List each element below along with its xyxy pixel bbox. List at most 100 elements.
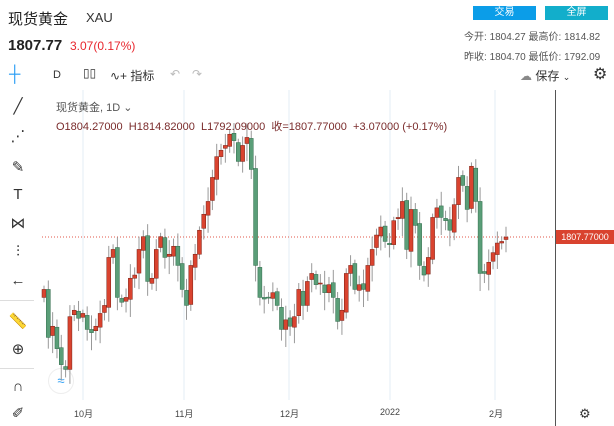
ruler-icon[interactable]: 📏 — [8, 313, 28, 330]
candle-body — [231, 133, 237, 141]
candle-body — [413, 209, 418, 226]
candle-body — [361, 283, 366, 290]
redo-icon[interactable]: ↷ — [192, 67, 203, 81]
candle-body — [486, 261, 491, 275]
candle-body — [300, 291, 306, 306]
candle-body — [279, 307, 284, 330]
candle-body — [495, 242, 500, 255]
candle-body — [266, 296, 271, 299]
high-value: 1814.82 — [564, 32, 601, 43]
candle-body — [477, 201, 483, 274]
candle-body — [499, 241, 504, 244]
divider — [0, 368, 34, 369]
crosshair-icon[interactable]: ┼ — [9, 66, 21, 83]
brush-icon[interactable]: ✎ — [11, 159, 25, 176]
candle-body — [54, 326, 60, 349]
text-icon[interactable]: T — [13, 186, 23, 203]
high-label: 最高价: — [528, 32, 562, 43]
candle-body — [249, 138, 254, 170]
indicators-icon: ∿+ — [110, 69, 128, 83]
candle-body — [490, 252, 496, 262]
open-readout: O1804.27000 — [56, 121, 123, 133]
save-button[interactable]: ☁ 保存 ⌄ — [520, 67, 570, 84]
prev-close-value: 1804.70 — [489, 52, 526, 63]
candle-body — [438, 205, 444, 218]
candle-body — [240, 145, 245, 162]
time-tick: 12月 — [280, 409, 300, 419]
candle-body — [201, 213, 207, 229]
interval-chevron-icon[interactable]: ⌄ — [123, 102, 133, 114]
fullscreen-button[interactable]: 全屏 — [545, 6, 608, 20]
candle-body — [469, 165, 474, 209]
candle-body — [356, 284, 362, 291]
trade-button[interactable]: 交易 — [473, 6, 536, 20]
candle-body — [192, 253, 198, 268]
fib-icon[interactable]: ⋰ — [10, 128, 26, 145]
undo-icon[interactable]: ↶ — [170, 67, 181, 81]
candle-body — [179, 263, 185, 290]
candle-body — [283, 319, 289, 330]
candle-body — [456, 177, 461, 205]
candle-body — [115, 247, 120, 298]
candle-body — [382, 225, 388, 242]
candle-body — [335, 298, 340, 322]
indicators-button[interactable]: ∿+ 指标 — [110, 67, 154, 84]
interval-button[interactable]: D — [53, 69, 61, 81]
measure-icon[interactable]: ⫶ — [16, 243, 20, 260]
candle-body — [395, 217, 401, 219]
last-price: 1807.77 — [8, 37, 63, 54]
candle-body — [132, 274, 137, 279]
candle-body — [227, 133, 232, 147]
candle-body — [326, 284, 332, 293]
lock-drawing-icon[interactable]: ✐ — [11, 405, 25, 422]
arrow-left-icon[interactable]: ← — [10, 272, 26, 289]
pattern-icon[interactable]: ⋈ — [10, 215, 26, 232]
low-label: 最低价: — [528, 52, 562, 63]
candle-body — [270, 292, 276, 299]
candle-body — [348, 265, 353, 274]
candle-body — [430, 217, 435, 260]
chart-legend-title: 现货黄金, 1D ⌄ — [56, 99, 132, 115]
candle-body — [149, 277, 155, 284]
low-value: 1792.09 — [564, 52, 601, 63]
candle-body — [421, 266, 427, 276]
high-readout: H1814.82000 — [128, 121, 195, 133]
candle-body — [309, 273, 314, 280]
instrument-title: 现货黄金 — [8, 11, 69, 28]
candle-body — [46, 289, 51, 338]
magnet-icon[interactable]: ∩ — [12, 378, 24, 395]
settings-icon[interactable]: ⚙ — [593, 66, 608, 83]
candle-body — [236, 142, 241, 162]
candle-body — [84, 315, 90, 330]
candle-body — [50, 325, 55, 336]
candle-body — [464, 186, 470, 210]
close-readout: 收=1807.77000 — [271, 121, 347, 133]
current-price-label: 1807.77000 — [556, 230, 614, 244]
low-readout: L1792.09000 — [200, 121, 266, 133]
candle-body — [214, 156, 219, 180]
candle-type-icon[interactable]: ▯▯ — [83, 66, 97, 80]
candle-body — [210, 177, 215, 201]
candle-body — [102, 305, 107, 313]
candle-body — [218, 149, 224, 157]
axis-settings-icon[interactable]: ⚙ — [579, 406, 591, 421]
candle-body — [119, 298, 124, 303]
trend-line-icon[interactable]: ╱ — [13, 98, 23, 115]
candle-body — [76, 310, 81, 319]
candle-body — [257, 267, 263, 298]
candle-body — [343, 273, 349, 313]
price-change: 3.07(0.17%) — [70, 39, 136, 53]
cloud-icon: ☁ — [520, 69, 532, 83]
candle-body — [473, 167, 479, 202]
candle-body — [331, 282, 336, 298]
candle-body — [378, 226, 384, 237]
candle-body — [154, 249, 159, 279]
candle-body — [408, 209, 414, 252]
candle-body — [404, 200, 409, 250]
candle-body — [443, 218, 448, 221]
price-axis-border — [555, 90, 556, 426]
candle-body — [162, 237, 168, 258]
zoom-in-icon[interactable]: ⊕ — [11, 341, 25, 358]
candle-body — [141, 236, 146, 251]
